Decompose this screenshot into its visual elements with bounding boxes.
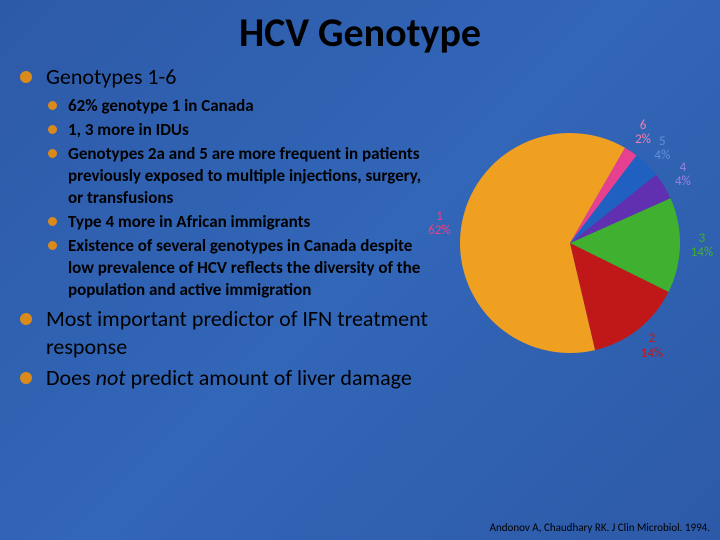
text-column: Genotypes 1-6 62% genotype 1 in Canada 1…	[20, 63, 440, 396]
bullet-damage: Does not predict amount of liver damage	[20, 364, 440, 392]
pie-label-6: 62%	[623, 119, 663, 148]
subbullet: 1, 3 more in IDUs	[46, 119, 440, 141]
slide-title: HCV Genotype	[0, 0, 720, 63]
bullet-list-lvl1: Genotypes 1-6 62% genotype 1 in Canada 1…	[20, 63, 440, 392]
text-part: predict amount of liver damage	[126, 364, 412, 391]
subbullet: Existence of several genotypes in Canada…	[46, 235, 440, 301]
pie-label-1: 162%	[419, 210, 459, 239]
subbullet: Type 4 more in African immigrants	[46, 211, 440, 233]
pie-label-3: 314%	[682, 232, 720, 261]
content-area: Genotypes 1-6 62% genotype 1 in Canada 1…	[0, 63, 720, 396]
subbullet: 62% genotype 1 in Canada	[46, 95, 440, 117]
pie-label-2: 214%	[632, 332, 672, 361]
chart-column: 162%214%314%44%54%62%	[440, 63, 708, 396]
bullet-text: Genotypes 1-6	[46, 63, 176, 90]
citation: Andonov A, Chaudhary RK. J Clin Microbio…	[490, 521, 710, 534]
text-part: Does	[46, 364, 96, 391]
pie-chart: 162%214%314%44%54%62%	[420, 93, 720, 393]
pie-label-4: 44%	[663, 161, 703, 190]
bullet-list-lvl2: 62% genotype 1 in Canada 1, 3 more in ID…	[46, 95, 440, 302]
subbullet: Genotypes 2a and 5 are more frequent in …	[46, 143, 440, 209]
bullet-genotypes: Genotypes 1-6 62% genotype 1 in Canada 1…	[20, 63, 440, 301]
bullet-predictor: Most important predictor of IFN treatmen…	[20, 305, 440, 360]
text-emphasis: not	[96, 364, 126, 391]
